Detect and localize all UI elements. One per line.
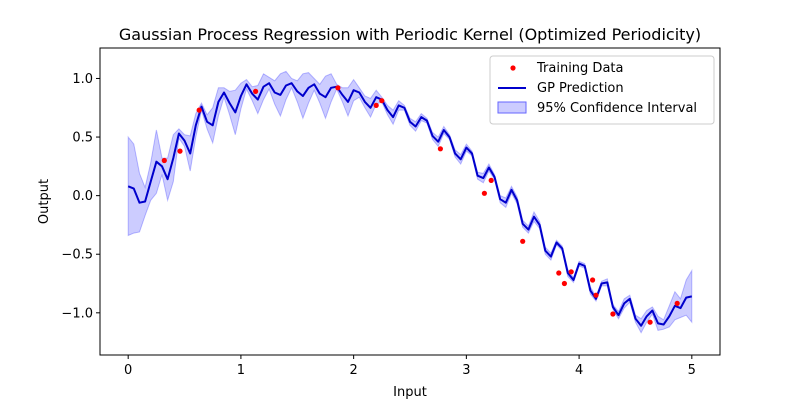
x-tick-label: 4 xyxy=(575,363,583,378)
training-point xyxy=(610,311,616,317)
y-tick-label: 1.0 xyxy=(72,72,93,87)
legend: Training Data GP Prediction 95% Confiden… xyxy=(489,55,715,125)
plot-area xyxy=(127,70,693,334)
x-tick-label: 3 xyxy=(462,363,470,378)
legend-prediction-label: GP Prediction xyxy=(537,81,624,96)
training-point xyxy=(556,270,562,276)
x-tick-label: 0 xyxy=(124,363,132,378)
training-point xyxy=(177,148,183,154)
y-axis-ticks: −1.0 −0.5 0.0 0.5 1.0 xyxy=(61,72,100,321)
legend-ci-label: 95% Confidence Interval xyxy=(537,101,697,116)
training-point xyxy=(481,190,487,196)
x-axis-label: Input xyxy=(393,385,427,400)
x-tick-label: 2 xyxy=(349,363,357,378)
legend-training-marker xyxy=(510,65,516,71)
axes-frame xyxy=(99,47,721,356)
confidence-interval-band xyxy=(127,70,693,334)
training-point xyxy=(437,146,443,152)
y-tick-label: 0.0 xyxy=(72,189,93,204)
training-point xyxy=(647,319,653,325)
training-point xyxy=(196,107,202,113)
training-point xyxy=(253,88,259,94)
legend-training-label: Training Data xyxy=(536,61,623,76)
legend-ci-patch xyxy=(497,101,527,114)
y-tick-label: −1.0 xyxy=(61,306,93,321)
chart-title: Gaussian Process Regression with Periodi… xyxy=(119,25,701,44)
legend-box xyxy=(489,55,715,125)
y-axis-label: Output xyxy=(37,179,52,224)
x-tick-label: 1 xyxy=(237,363,245,378)
training-point xyxy=(674,300,680,306)
x-tick-label: 5 xyxy=(688,363,696,378)
training-point xyxy=(568,269,574,275)
training-point xyxy=(161,157,167,164)
y-tick-label: −0.5 xyxy=(61,248,93,263)
training-point xyxy=(520,238,526,244)
training-point xyxy=(488,177,494,183)
training-point xyxy=(373,102,379,108)
y-tick-label: 0.5 xyxy=(72,131,93,146)
training-point xyxy=(379,98,385,104)
training-point xyxy=(561,280,568,287)
training-point xyxy=(335,85,341,91)
training-point xyxy=(593,292,599,298)
x-axis-ticks: 0 1 2 3 4 5 xyxy=(124,355,696,378)
training-point xyxy=(590,277,596,283)
